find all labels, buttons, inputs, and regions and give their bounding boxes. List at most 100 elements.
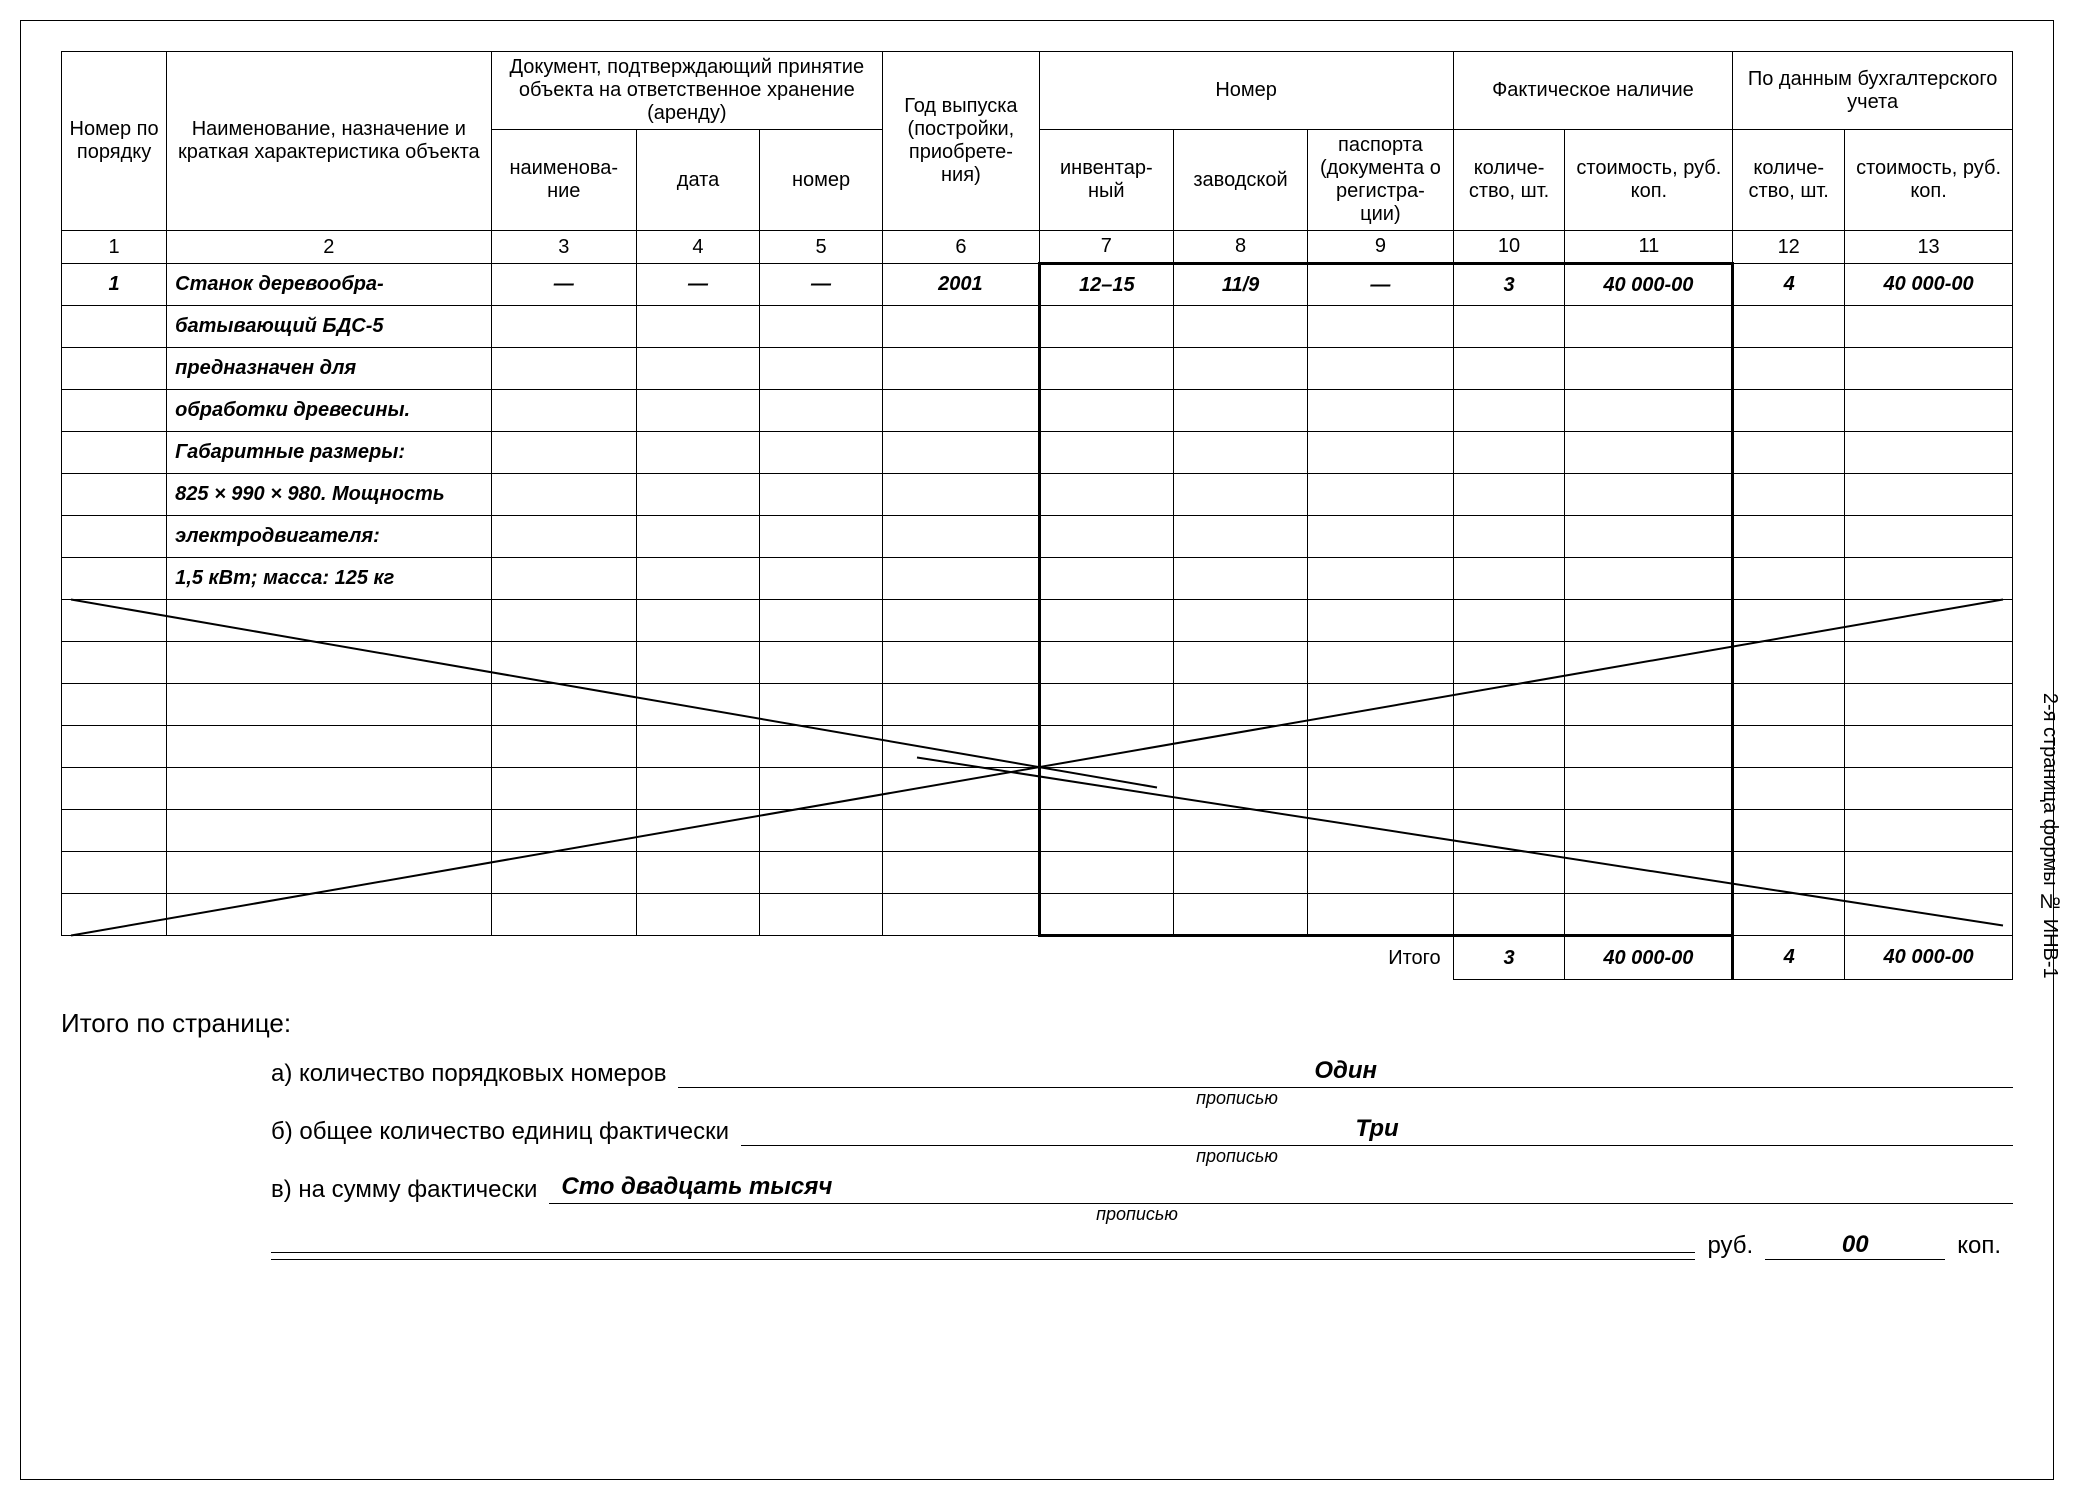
cell: [167, 726, 491, 768]
cell: [636, 348, 759, 390]
cell: [1039, 810, 1173, 852]
cell: [883, 348, 1040, 390]
cell: [1565, 348, 1733, 390]
kop-value: 00: [1765, 1231, 1945, 1260]
sub-a: прописью: [61, 1088, 2013, 1109]
cell: [1733, 684, 1845, 726]
cell: [1308, 306, 1453, 348]
cell: [760, 558, 883, 600]
cell: электродвигателя:: [167, 516, 491, 558]
colnum-7: 7: [1039, 231, 1173, 264]
cell: [1173, 768, 1307, 810]
colnum-8: 8: [1173, 231, 1307, 264]
cell: —: [1308, 264, 1453, 306]
cell: [760, 390, 883, 432]
cell: [1733, 348, 1845, 390]
row-a: а) количество порядковых номеров Один: [61, 1057, 2013, 1088]
sub-c: прописью: [61, 1204, 2013, 1225]
cell: [636, 390, 759, 432]
cell: [883, 726, 1040, 768]
cell: [62, 726, 167, 768]
cell: 1,5 кВт; масса: 125 кг: [167, 558, 491, 600]
cell: [1173, 348, 1307, 390]
cell: [491, 768, 636, 810]
cell: [883, 852, 1040, 894]
cell: [1173, 432, 1307, 474]
colnum-6: 6: [883, 231, 1040, 264]
cell: [62, 852, 167, 894]
cell: 4: [1733, 264, 1845, 306]
sum-dline: [271, 1252, 1695, 1260]
hdr-num-inv: инвентар- ный: [1039, 130, 1173, 231]
cell: [760, 306, 883, 348]
cell: [62, 684, 167, 726]
cell: [883, 306, 1040, 348]
cell: [1173, 474, 1307, 516]
cell: [1845, 852, 2013, 894]
cell: [491, 894, 636, 936]
cell: [167, 642, 491, 684]
cell: [1173, 810, 1307, 852]
hdr-year: Год выпуска (постройки, приобрете- ния): [883, 52, 1040, 231]
cell: [760, 642, 883, 684]
cell: 12–15: [1039, 264, 1173, 306]
cell: [760, 600, 883, 642]
cell: [1308, 852, 1453, 894]
cell: [636, 894, 759, 936]
cell: [167, 600, 491, 642]
cell: [1845, 726, 2013, 768]
cell: [1565, 516, 1733, 558]
cell: [62, 810, 167, 852]
colnum-1: 1: [62, 231, 167, 264]
hdr-fact-group: Фактическое наличие: [1453, 52, 1733, 130]
cell: [1308, 768, 1453, 810]
colnum-11: 11: [1565, 231, 1733, 264]
cell: [1845, 810, 2013, 852]
cell: [883, 516, 1040, 558]
cell: [1039, 558, 1173, 600]
cell: [1039, 390, 1173, 432]
cell: [491, 558, 636, 600]
cell: [491, 726, 636, 768]
cell: [491, 852, 636, 894]
cell: [1039, 894, 1173, 936]
cell: [636, 810, 759, 852]
totals-label: Итого: [62, 936, 1454, 980]
cell: [167, 894, 491, 936]
totals-c11: 40 000-00: [1565, 936, 1733, 980]
hdr-acct-group: По данным бухгалтерского учета: [1733, 52, 2013, 130]
cell: [1845, 642, 2013, 684]
cell: [1039, 768, 1173, 810]
cell: [1565, 894, 1733, 936]
table-row: Габаритные размеры:: [62, 432, 2013, 474]
cell: [1173, 600, 1307, 642]
hdr-doc-date: дата: [636, 130, 759, 231]
cell: [883, 474, 1040, 516]
cell: [883, 894, 1040, 936]
cell: [491, 684, 636, 726]
cell: [636, 516, 759, 558]
cell: [1565, 432, 1733, 474]
colnum-2: 2: [167, 231, 491, 264]
table-row: [62, 852, 2013, 894]
cell: 11/9: [1173, 264, 1307, 306]
cell: [1308, 684, 1453, 726]
cell: [1453, 432, 1565, 474]
cell: [1308, 810, 1453, 852]
cell: 40 000-00: [1565, 264, 1733, 306]
cell: [62, 642, 167, 684]
cell: [1733, 726, 1845, 768]
table-row: [62, 894, 2013, 936]
label-a: а) количество порядковых номеров: [271, 1060, 666, 1088]
cell: [1308, 390, 1453, 432]
colnum-9: 9: [1308, 231, 1453, 264]
table-row: [62, 810, 2013, 852]
table-row: 1Станок деревообра-———200112–1511/9—340 …: [62, 264, 2013, 306]
totals-c13: 40 000-00: [1845, 936, 2013, 980]
cell: [1845, 558, 2013, 600]
cell: 825 × 990 × 980. Мощность: [167, 474, 491, 516]
cell: [1733, 474, 1845, 516]
table-wrapper: Номер по порядку Наименование, назначени…: [61, 51, 2013, 980]
cell: [1733, 390, 1845, 432]
cell: [491, 474, 636, 516]
